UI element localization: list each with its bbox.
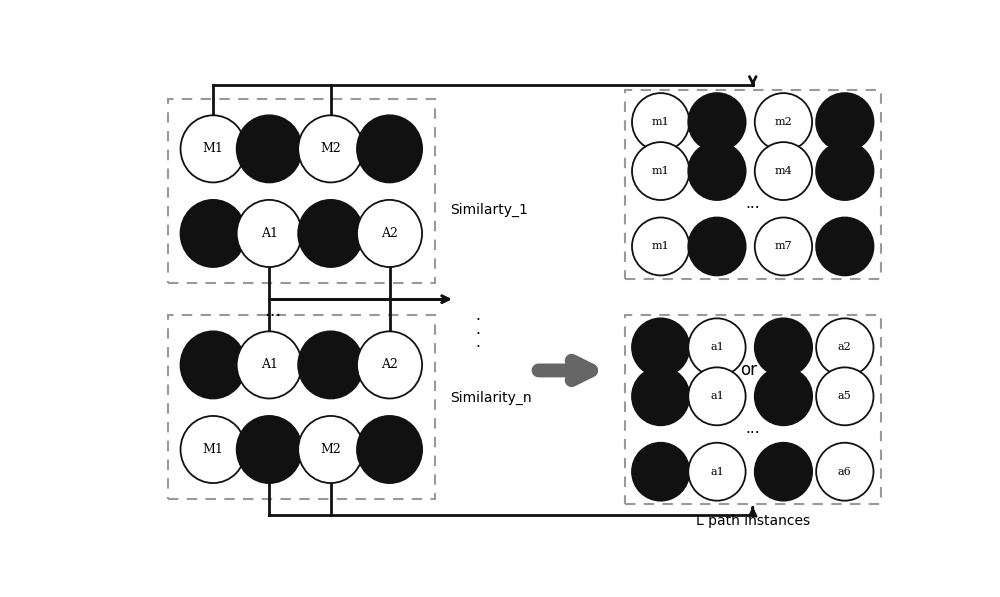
- Ellipse shape: [237, 331, 302, 398]
- Ellipse shape: [755, 93, 812, 151]
- Ellipse shape: [688, 142, 746, 200]
- Text: .: .: [475, 336, 480, 350]
- Ellipse shape: [298, 200, 363, 267]
- Ellipse shape: [632, 318, 689, 376]
- Text: Similarty_1: Similarty_1: [450, 202, 528, 217]
- Text: M1: M1: [203, 142, 224, 155]
- Ellipse shape: [237, 416, 302, 483]
- Ellipse shape: [816, 318, 873, 376]
- Text: m1: m1: [652, 241, 670, 251]
- Ellipse shape: [688, 443, 746, 501]
- Ellipse shape: [755, 367, 812, 425]
- Ellipse shape: [632, 367, 689, 425]
- Ellipse shape: [181, 200, 246, 267]
- Text: a1: a1: [710, 467, 724, 477]
- Ellipse shape: [755, 142, 812, 200]
- Ellipse shape: [632, 443, 689, 501]
- Text: m1: m1: [652, 166, 670, 176]
- Text: L path instances: L path instances: [696, 514, 810, 528]
- Text: a1: a1: [710, 342, 724, 352]
- Ellipse shape: [357, 115, 422, 183]
- Ellipse shape: [755, 443, 812, 501]
- Text: a5: a5: [838, 391, 852, 401]
- Ellipse shape: [816, 93, 873, 151]
- Text: A2: A2: [381, 358, 398, 371]
- Text: m2: m2: [775, 117, 792, 127]
- Ellipse shape: [181, 416, 246, 483]
- Text: A1: A1: [261, 227, 278, 240]
- Text: a6: a6: [838, 467, 852, 477]
- Text: ...: ...: [745, 196, 760, 211]
- Ellipse shape: [688, 93, 746, 151]
- Ellipse shape: [688, 217, 746, 275]
- Text: ...: ...: [745, 421, 760, 436]
- Ellipse shape: [816, 142, 873, 200]
- Text: or: or: [740, 361, 757, 380]
- Ellipse shape: [181, 331, 246, 398]
- Text: M2: M2: [320, 443, 341, 456]
- Ellipse shape: [357, 416, 422, 483]
- Ellipse shape: [688, 367, 746, 425]
- Text: A2: A2: [381, 227, 398, 240]
- Text: Similarity_n: Similarity_n: [450, 391, 532, 405]
- Text: ...: ...: [264, 301, 281, 319]
- Text: a2: a2: [838, 342, 852, 352]
- Bar: [625, 315, 881, 504]
- Ellipse shape: [298, 416, 363, 483]
- Ellipse shape: [688, 318, 746, 376]
- Text: m4: m4: [775, 166, 792, 176]
- Ellipse shape: [816, 443, 873, 501]
- Ellipse shape: [357, 200, 422, 267]
- Text: m7: m7: [775, 241, 792, 251]
- Ellipse shape: [755, 318, 812, 376]
- Text: M2: M2: [320, 142, 341, 155]
- Bar: [168, 99, 435, 283]
- Bar: [625, 90, 881, 278]
- Ellipse shape: [816, 367, 873, 425]
- Ellipse shape: [237, 115, 302, 183]
- Ellipse shape: [237, 200, 302, 267]
- Bar: [168, 315, 435, 499]
- Ellipse shape: [357, 331, 422, 398]
- Ellipse shape: [632, 142, 689, 200]
- Text: .: .: [475, 308, 480, 323]
- Ellipse shape: [298, 331, 363, 398]
- Ellipse shape: [816, 217, 873, 275]
- Ellipse shape: [632, 93, 689, 151]
- Text: m1: m1: [652, 117, 670, 127]
- Text: A1: A1: [261, 358, 278, 371]
- Ellipse shape: [632, 217, 689, 275]
- Ellipse shape: [181, 115, 246, 183]
- Text: .: .: [475, 322, 480, 337]
- Text: a1: a1: [710, 391, 724, 401]
- Ellipse shape: [298, 115, 363, 183]
- Ellipse shape: [755, 217, 812, 275]
- Text: M1: M1: [203, 443, 224, 456]
